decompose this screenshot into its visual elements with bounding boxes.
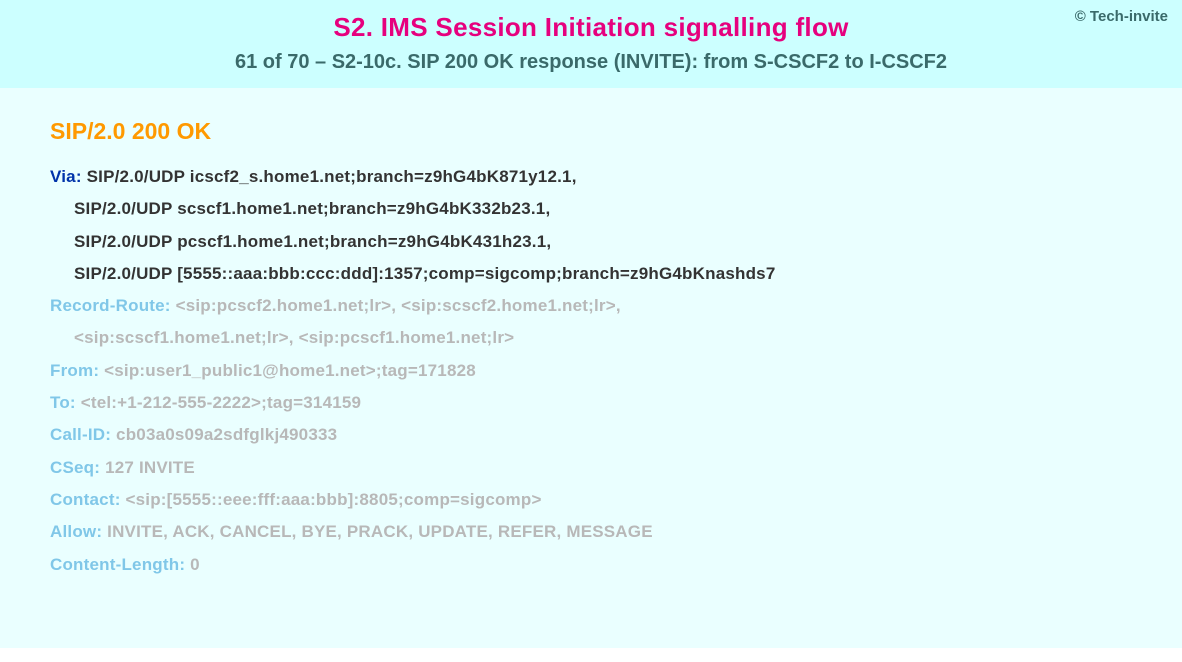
sip-message-panel: SIP/2.0 200 OK Via: SIP/2.0/UDP icscf2_s… <box>0 88 1182 648</box>
sip-header-continuation: SIP/2.0/UDP pcscf1.home1.net;branch=z9hG… <box>50 226 1142 258</box>
sip-header-row: Contact: <sip:[5555::eee:fff:aaa:bbb]:88… <box>50 484 1142 516</box>
sip-header-row: To: <tel:+1-212-555-2222>;tag=314159 <box>50 387 1142 419</box>
colon: : <box>93 361 104 380</box>
sip-header-value: 127 INVITE <box>105 458 195 477</box>
sip-header-row: Allow: INVITE, ACK, CANCEL, BYE, PRACK, … <box>50 516 1142 548</box>
sip-header-value: <sip:user1_public1@home1.net>;tag=171828 <box>104 361 476 380</box>
sip-header-name: Content-Length <box>50 555 179 574</box>
sip-header-value: 0 <box>190 555 200 574</box>
colon: : <box>115 490 126 509</box>
sip-header-name: Allow <box>50 522 96 541</box>
sip-header-name: Contact <box>50 490 115 509</box>
copyright-label: © Tech-invite <box>1075 8 1168 25</box>
sip-header-value: <sip:[5555::eee:fff:aaa:bbb]:8805;comp=s… <box>125 490 541 509</box>
sip-header-name: Via <box>50 167 76 186</box>
sip-header-row: Record-Route: <sip:pcscf2.home1.net;lr>,… <box>50 290 1142 322</box>
sip-header-value: INVITE, ACK, CANCEL, BYE, PRACK, UPDATE,… <box>107 522 653 541</box>
sip-header-name: Call-ID <box>50 425 105 444</box>
page-title: S2. IMS Session Initiation signalling fl… <box>20 12 1162 43</box>
colon: : <box>94 458 105 477</box>
sip-header-name: CSeq <box>50 458 94 477</box>
sip-header-value: <sip:pcscf2.home1.net;lr>, <sip:scscf2.h… <box>176 296 621 315</box>
header-band: © Tech-invite S2. IMS Session Initiation… <box>0 0 1182 88</box>
sip-header-name: Record-Route <box>50 296 165 315</box>
sip-header-value: SIP/2.0/UDP icscf2_s.home1.net;branch=z9… <box>87 167 577 186</box>
colon: : <box>165 296 176 315</box>
sip-header-row: CSeq: 127 INVITE <box>50 452 1142 484</box>
sip-header-continuation: SIP/2.0/UDP [5555::aaa:bbb:ccc:ddd]:1357… <box>50 258 1142 290</box>
page-subtitle: 61 of 70 – S2-10c. SIP 200 OK response (… <box>20 51 1162 74</box>
sip-header-value: <tel:+1-212-555-2222>;tag=314159 <box>81 393 361 412</box>
sip-headers-list: Via: SIP/2.0/UDP icscf2_s.home1.net;bran… <box>50 161 1142 581</box>
sip-header-name: To <box>50 393 70 412</box>
sip-header-row: From: <sip:user1_public1@home1.net>;tag=… <box>50 355 1142 387</box>
colon: : <box>70 393 81 412</box>
sip-header-continuation: SIP/2.0/UDP scscf1.home1.net;branch=z9hG… <box>50 193 1142 225</box>
colon: : <box>96 522 107 541</box>
colon: : <box>105 425 116 444</box>
sip-header-row: Call-ID: cb03a0s09a2sdfglkj490333 <box>50 419 1142 451</box>
colon: : <box>179 555 190 574</box>
sip-header-row: Content-Length: 0 <box>50 549 1142 581</box>
sip-header-row: Via: SIP/2.0/UDP icscf2_s.home1.net;bran… <box>50 161 1142 193</box>
sip-header-continuation: <sip:scscf1.home1.net;lr>, <sip:pcscf1.h… <box>50 322 1142 354</box>
sip-header-name: From <box>50 361 93 380</box>
colon: : <box>76 167 87 186</box>
sip-header-value: cb03a0s09a2sdfglkj490333 <box>116 425 337 444</box>
sip-status-line: SIP/2.0 200 OK <box>50 118 1142 145</box>
